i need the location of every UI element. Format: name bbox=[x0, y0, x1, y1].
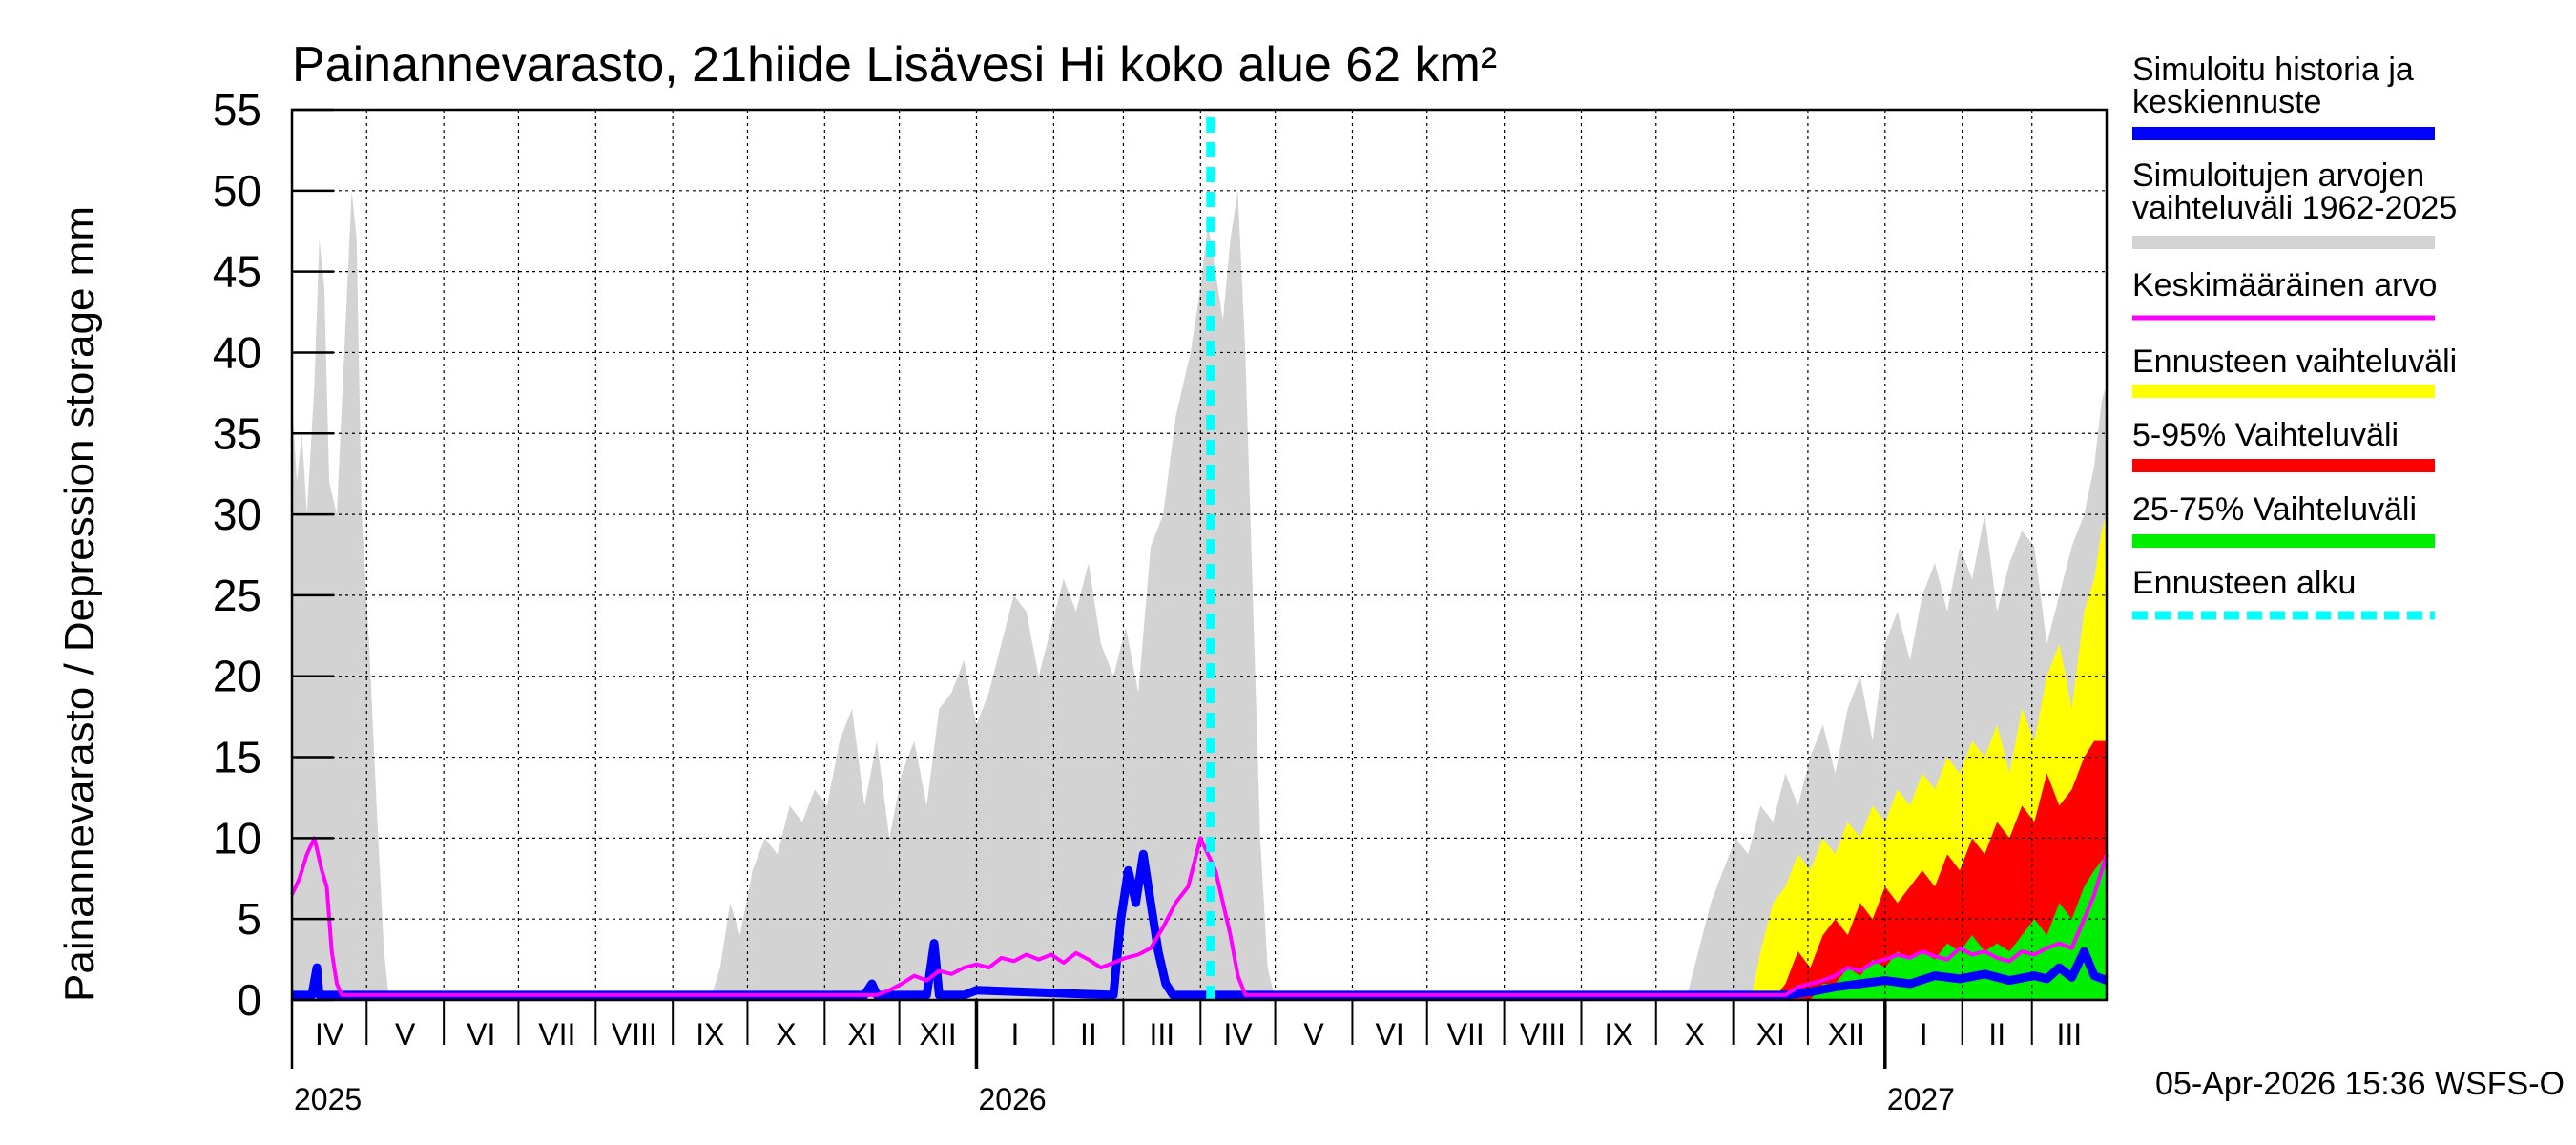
month-label: XII bbox=[1828, 1017, 1865, 1051]
month-label: IX bbox=[696, 1017, 724, 1051]
month-label: III bbox=[1150, 1017, 1175, 1051]
month-label: X bbox=[776, 1017, 796, 1051]
y-tick-label: 20 bbox=[213, 652, 261, 701]
legend-label-line: 5-95% Vaihteluväli bbox=[2132, 417, 2399, 453]
legend-label-line: Keskimääräinen arvo bbox=[2132, 267, 2437, 303]
month-label: IV bbox=[315, 1017, 344, 1051]
band-0 bbox=[292, 190, 2107, 1001]
month-label: IV bbox=[1223, 1017, 1253, 1051]
month-label: I bbox=[1920, 1017, 1928, 1051]
month-label: I bbox=[1010, 1017, 1019, 1051]
y-axis-label: Painannevarasto / Depression storage mm bbox=[56, 206, 103, 1002]
year-label: 2025 bbox=[294, 1082, 362, 1116]
y-tick-label: 35 bbox=[213, 408, 261, 458]
legend-label: Ennusteen vaihteluväli bbox=[2132, 344, 2457, 380]
month-label: IX bbox=[1605, 1017, 1633, 1051]
month-label: XI bbox=[1756, 1017, 1785, 1051]
chart-title: Painannevarasto, 21hiide Lisävesi Hi kok… bbox=[292, 37, 1497, 93]
band-3 bbox=[1810, 854, 2107, 1000]
legend-label: 25-75% Vaihteluväli bbox=[2132, 491, 2417, 528]
month-label: V bbox=[1303, 1017, 1324, 1051]
legend-label: 5-95% Vaihteluväli bbox=[2132, 417, 2399, 453]
month-label: III bbox=[2057, 1017, 2083, 1051]
legend-label-line: Simuloitujen arvojen bbox=[2132, 157, 2424, 194]
month-label: VIII bbox=[1520, 1017, 1566, 1051]
legend-label: Simuloitujen arvojen vaihteluväli 1962-20… bbox=[2132, 157, 2457, 226]
y-tick-label: 5 bbox=[237, 894, 261, 944]
y-tick-label: 40 bbox=[213, 327, 261, 377]
month-label: VII bbox=[538, 1017, 575, 1051]
legend-label: Simuloitu historia ja keskiennuste bbox=[2132, 52, 2414, 120]
line-1 bbox=[290, 836, 2109, 997]
legend: Simuloitu historia ja keskiennusteSimuloi… bbox=[2132, 52, 2457, 620]
grid-lines bbox=[292, 109, 2107, 1000]
month-label: II bbox=[1988, 1017, 2005, 1051]
y-tick-label: 50 bbox=[213, 166, 261, 216]
legend-label-line: Ennusteen alku bbox=[2132, 565, 2356, 601]
legend-label: Keskimääräinen arvo bbox=[2132, 267, 2437, 303]
y-tick-label: 10 bbox=[213, 813, 261, 863]
month-label: X bbox=[1685, 1017, 1705, 1051]
month-label: XI bbox=[847, 1017, 876, 1051]
year-label: 2026 bbox=[978, 1082, 1046, 1116]
month-label: VIII bbox=[612, 1017, 657, 1051]
month-label: VI bbox=[1375, 1017, 1403, 1051]
y-tick-label: 15 bbox=[213, 733, 261, 782]
month-label: VII bbox=[1447, 1017, 1485, 1051]
y-tick-label: 45 bbox=[213, 247, 261, 297]
legend-label: Ennusteen alku bbox=[2132, 565, 2356, 601]
month-label: XII bbox=[919, 1017, 956, 1051]
legend-label-line: Simuloitu historia ja bbox=[2132, 52, 2414, 88]
data-lines bbox=[290, 117, 2109, 1000]
year-label: 2027 bbox=[1887, 1082, 1955, 1116]
plot-frame bbox=[290, 108, 2109, 1002]
legend-label-line: vaihteluväli 1962-2025 bbox=[2132, 190, 2457, 226]
month-label: VI bbox=[467, 1017, 495, 1051]
legend-label-line: Ennusteen vaihteluväli bbox=[2132, 344, 2457, 380]
y-tick-label: 25 bbox=[213, 571, 261, 620]
y-tick-label: 30 bbox=[213, 489, 261, 539]
legend-label-line: keskiennuste bbox=[2132, 84, 2321, 120]
line-0 bbox=[292, 849, 2109, 1000]
y-tick-label: 55 bbox=[213, 85, 261, 135]
month-label: II bbox=[1080, 1017, 1097, 1051]
data-bands bbox=[292, 190, 2107, 1001]
timestamp: 05-Apr-2026 15:36 WSFS-O bbox=[2155, 1066, 2565, 1102]
y-tick-label: 0 bbox=[237, 975, 261, 1025]
legend-label-line: 25-75% Vaihteluväli bbox=[2132, 491, 2417, 528]
month-label: V bbox=[395, 1017, 416, 1051]
